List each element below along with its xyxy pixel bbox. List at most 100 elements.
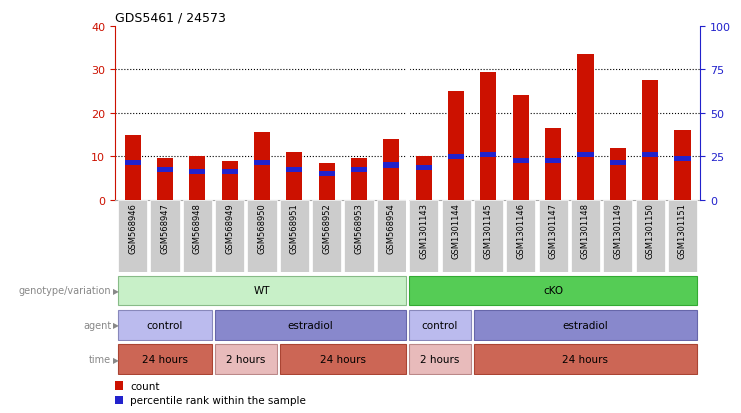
Bar bbox=[406, 27, 409, 200]
Text: count: count bbox=[130, 381, 160, 391]
FancyBboxPatch shape bbox=[409, 276, 697, 306]
FancyBboxPatch shape bbox=[118, 276, 406, 306]
FancyBboxPatch shape bbox=[409, 344, 471, 374]
Text: percentile rank within the sample: percentile rank within the sample bbox=[130, 395, 306, 405]
Bar bbox=[215, 200, 245, 273]
Bar bbox=[545, 159, 561, 164]
Bar bbox=[319, 172, 335, 177]
FancyBboxPatch shape bbox=[118, 344, 212, 374]
Bar bbox=[124, 161, 141, 166]
Bar bbox=[254, 161, 270, 166]
Text: 2 hours: 2 hours bbox=[420, 354, 459, 364]
Text: estradiol: estradiol bbox=[288, 320, 333, 330]
Bar bbox=[473, 200, 503, 273]
Text: GSM568946: GSM568946 bbox=[128, 202, 137, 253]
Bar bbox=[222, 161, 238, 200]
Bar bbox=[183, 200, 212, 273]
Bar bbox=[448, 154, 464, 159]
Text: genotype/variation: genotype/variation bbox=[19, 286, 111, 296]
Text: ▶: ▶ bbox=[113, 320, 119, 330]
FancyBboxPatch shape bbox=[118, 310, 212, 340]
Text: GSM1301151: GSM1301151 bbox=[678, 202, 687, 258]
Bar bbox=[409, 200, 438, 273]
Text: GSM568950: GSM568950 bbox=[258, 202, 267, 253]
Bar bbox=[254, 133, 270, 200]
Text: 24 hours: 24 hours bbox=[562, 354, 608, 364]
Text: estradiol: estradiol bbox=[562, 320, 608, 330]
Bar bbox=[416, 165, 432, 171]
Bar bbox=[513, 96, 529, 200]
Bar bbox=[636, 200, 665, 273]
Bar bbox=[222, 169, 238, 175]
Text: GSM1301144: GSM1301144 bbox=[451, 202, 461, 258]
Bar bbox=[571, 200, 600, 273]
Text: GSM568953: GSM568953 bbox=[354, 202, 364, 253]
Bar bbox=[577, 152, 594, 157]
Bar bbox=[668, 200, 697, 273]
FancyBboxPatch shape bbox=[215, 310, 406, 340]
FancyBboxPatch shape bbox=[280, 344, 406, 374]
Text: GSM1301147: GSM1301147 bbox=[548, 202, 557, 259]
Bar bbox=[351, 167, 367, 173]
Bar bbox=[642, 81, 658, 200]
Bar bbox=[480, 72, 496, 200]
Text: 24 hours: 24 hours bbox=[320, 354, 366, 364]
Text: GSM568948: GSM568948 bbox=[193, 202, 202, 253]
Text: control: control bbox=[422, 320, 458, 330]
Text: time: time bbox=[89, 354, 111, 364]
Bar bbox=[674, 157, 691, 162]
FancyBboxPatch shape bbox=[473, 344, 697, 374]
Bar bbox=[189, 169, 205, 175]
Text: GSM1301143: GSM1301143 bbox=[419, 202, 428, 259]
Bar bbox=[506, 200, 535, 273]
Text: cKO: cKO bbox=[543, 286, 563, 296]
Bar bbox=[383, 140, 399, 200]
Bar bbox=[610, 161, 626, 166]
Bar bbox=[115, 382, 123, 389]
Bar bbox=[319, 164, 335, 200]
Text: GSM1301150: GSM1301150 bbox=[645, 202, 654, 258]
FancyBboxPatch shape bbox=[473, 310, 697, 340]
Bar bbox=[115, 396, 123, 404]
Bar bbox=[545, 129, 561, 200]
Text: GSM1301146: GSM1301146 bbox=[516, 202, 525, 259]
FancyBboxPatch shape bbox=[215, 344, 276, 374]
Text: GSM568949: GSM568949 bbox=[225, 202, 234, 253]
Bar bbox=[406, 200, 409, 273]
Bar bbox=[603, 200, 632, 273]
Text: GSM568947: GSM568947 bbox=[161, 202, 170, 253]
Bar bbox=[577, 55, 594, 200]
Bar bbox=[118, 200, 147, 273]
Bar bbox=[674, 131, 691, 200]
Text: GSM568951: GSM568951 bbox=[290, 202, 299, 253]
Bar bbox=[416, 157, 432, 200]
Text: WT: WT bbox=[253, 286, 270, 296]
Text: 2 hours: 2 hours bbox=[226, 354, 265, 364]
Bar bbox=[150, 200, 179, 273]
Text: GSM1301148: GSM1301148 bbox=[581, 202, 590, 259]
Text: GDS5461 / 24573: GDS5461 / 24573 bbox=[115, 11, 226, 24]
Bar bbox=[286, 152, 302, 200]
Text: ▶: ▶ bbox=[113, 355, 119, 364]
Text: ▶: ▶ bbox=[113, 286, 119, 295]
Bar bbox=[312, 200, 342, 273]
Text: agent: agent bbox=[83, 320, 111, 330]
Bar bbox=[642, 152, 658, 157]
Bar bbox=[157, 167, 173, 173]
Bar bbox=[513, 159, 529, 164]
Bar bbox=[377, 200, 406, 273]
Bar bbox=[610, 148, 626, 200]
Bar bbox=[345, 200, 373, 273]
Bar bbox=[442, 200, 471, 273]
Text: GSM568952: GSM568952 bbox=[322, 202, 331, 253]
Bar bbox=[539, 200, 568, 273]
Bar bbox=[286, 167, 302, 173]
Text: 24 hours: 24 hours bbox=[142, 354, 188, 364]
Bar bbox=[157, 159, 173, 200]
Bar bbox=[351, 159, 367, 200]
Bar bbox=[480, 152, 496, 157]
Text: control: control bbox=[147, 320, 183, 330]
Bar bbox=[189, 157, 205, 200]
Text: GSM1301145: GSM1301145 bbox=[484, 202, 493, 258]
FancyBboxPatch shape bbox=[409, 310, 471, 340]
